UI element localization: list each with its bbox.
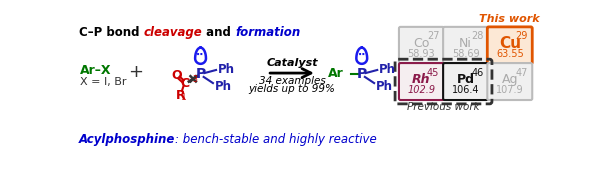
Text: P: P <box>356 67 367 81</box>
Text: This work: This work <box>479 14 540 24</box>
Text: Ph: Ph <box>376 80 392 93</box>
Text: 27: 27 <box>427 32 439 42</box>
FancyBboxPatch shape <box>399 63 444 100</box>
Polygon shape <box>356 48 367 64</box>
Text: Pd: Pd <box>457 74 475 86</box>
Text: 45: 45 <box>427 68 439 78</box>
Text: C–P bond: C–P bond <box>79 26 143 39</box>
Text: Ar: Ar <box>328 67 344 80</box>
Text: 63.55: 63.55 <box>496 49 524 59</box>
Text: cleavage: cleavage <box>143 26 202 39</box>
Text: 34 examples: 34 examples <box>259 76 325 86</box>
FancyBboxPatch shape <box>443 27 488 64</box>
Text: Previous work: Previous work <box>407 102 480 112</box>
Text: X = I, Br: X = I, Br <box>80 77 127 86</box>
Text: Co: Co <box>413 37 430 50</box>
Text: +: + <box>128 63 143 81</box>
FancyBboxPatch shape <box>487 27 532 64</box>
Polygon shape <box>195 48 206 64</box>
Text: 46: 46 <box>471 68 484 78</box>
Text: 29: 29 <box>515 32 527 42</box>
Text: Ph: Ph <box>215 80 232 93</box>
FancyBboxPatch shape <box>399 27 444 64</box>
Text: 58.69: 58.69 <box>452 49 479 59</box>
Text: 102.9: 102.9 <box>407 85 436 95</box>
Text: Acylphosphine: Acylphosphine <box>79 133 175 146</box>
Text: 47: 47 <box>515 68 527 78</box>
Text: C: C <box>181 77 190 90</box>
Text: Ph: Ph <box>218 64 235 76</box>
Text: 106.4: 106.4 <box>452 85 479 95</box>
Text: 3: 3 <box>192 75 197 84</box>
Text: P: P <box>196 67 206 81</box>
Text: Ph: Ph <box>379 64 396 76</box>
Text: ⋅⋅: ⋅⋅ <box>196 50 205 60</box>
Text: Ni: Ni <box>459 37 472 50</box>
Text: 1: 1 <box>181 93 187 102</box>
Text: Ag: Ag <box>502 74 518 86</box>
Text: Ar–X: Ar–X <box>80 64 112 77</box>
Text: formation: formation <box>235 26 301 39</box>
Text: : bench-stable and highly reactive: : bench-stable and highly reactive <box>175 133 377 146</box>
FancyBboxPatch shape <box>443 63 488 100</box>
Text: Cu: Cu <box>499 36 521 51</box>
Text: ⋅⋅: ⋅⋅ <box>358 50 366 60</box>
Text: 107.9: 107.9 <box>496 85 524 95</box>
Text: 58.93: 58.93 <box>407 49 435 59</box>
Text: Rh: Rh <box>412 74 431 86</box>
Text: and: and <box>202 26 235 39</box>
Text: yields up to 99%: yields up to 99% <box>248 84 335 94</box>
Text: O: O <box>171 69 182 82</box>
Text: R: R <box>176 89 185 102</box>
FancyBboxPatch shape <box>487 63 532 100</box>
Text: 28: 28 <box>471 32 484 42</box>
Text: Catalyst: Catalyst <box>266 59 318 68</box>
